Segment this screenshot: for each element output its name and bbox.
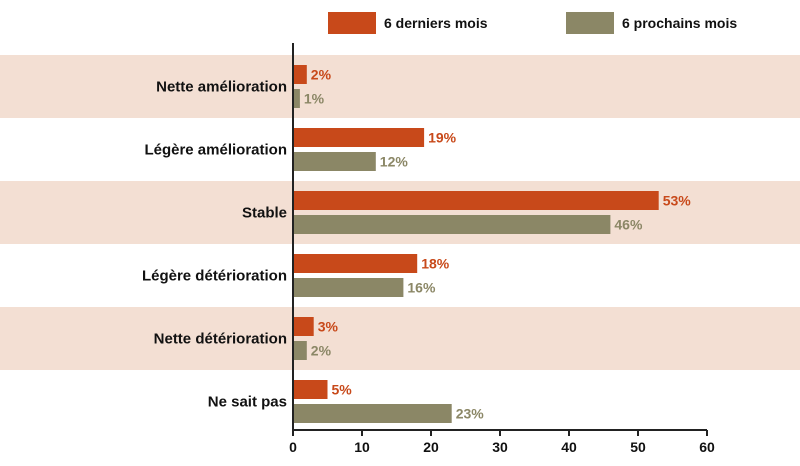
value-label-6-derniers-mois-stable: 53%	[663, 193, 692, 209]
category-label-ne-sait-pas: Ne sait pas	[208, 394, 287, 411]
value-label-6-derniers-mois-ne-sait-pas: 5%	[332, 382, 353, 398]
value-label-6-prochains-mois-legere-amelioration: 12%	[380, 154, 409, 170]
x-tick-label-10: 10	[354, 439, 370, 455]
row-band-stable	[0, 181, 800, 244]
category-label-nette-amelioration: Nette amélioration	[156, 79, 287, 96]
value-label-6-prochains-mois-nette-amelioration: 1%	[304, 91, 325, 107]
bars	[293, 65, 659, 423]
x-tick-label-20: 20	[423, 439, 439, 455]
x-tick-label-60: 60	[699, 439, 715, 455]
legend-swatch-6-prochains-mois	[566, 12, 614, 34]
value-label-6-derniers-mois-nette-amelioration: 2%	[311, 67, 332, 83]
legend-label-6-prochains-mois: 6 prochains mois	[622, 15, 737, 31]
bar-6-derniers-mois-legere-amelioration	[293, 128, 425, 147]
axes: 0 10 20 30 40 50 60	[289, 43, 715, 455]
value-label-6-prochains-mois-legere-deterioration: 16%	[407, 280, 436, 296]
legend-swatch-6-derniers-mois	[328, 12, 376, 34]
value-label-6-prochains-mois-stable: 46%	[614, 217, 643, 233]
bar-6-prochains-mois-stable	[293, 215, 611, 234]
x-tick-label-0: 0	[289, 439, 297, 455]
category-labels: Nette amélioration Légère amélioration Sta…	[142, 79, 287, 411]
x-tick-label-30: 30	[492, 439, 508, 455]
bar-6-prochains-mois-legere-deterioration	[293, 278, 404, 297]
bar-6-derniers-mois-stable	[293, 191, 659, 210]
bar-6-prochains-mois-ne-sait-pas	[293, 404, 452, 423]
row-bands	[0, 55, 800, 370]
category-label-stable: Stable	[242, 205, 287, 222]
value-label-6-prochains-mois-ne-sait-pas: 23%	[456, 406, 485, 422]
bar-6-prochains-mois-nette-deterioration	[293, 341, 307, 360]
bar-6-derniers-mois-ne-sait-pas	[293, 380, 328, 399]
x-tick-label-50: 50	[630, 439, 646, 455]
bar-6-derniers-mois-legere-deterioration	[293, 254, 418, 273]
category-label-nette-deterioration: Nette détérioration	[154, 331, 287, 348]
row-band-nette-amelioration	[0, 55, 800, 118]
x-tick-label-40: 40	[561, 439, 577, 455]
bar-6-prochains-mois-nette-amelioration	[293, 89, 300, 108]
bar-6-derniers-mois-nette-deterioration	[293, 317, 314, 336]
value-labels: 2% 1% 19% 12% 53% 46% 18% 16% 3% 2% 5% 23%	[304, 67, 691, 422]
bar-6-derniers-mois-nette-amelioration	[293, 65, 307, 84]
value-label-6-derniers-mois-legere-deterioration: 18%	[421, 256, 450, 272]
bar-6-prochains-mois-legere-amelioration	[293, 152, 376, 171]
legend: 6 derniers mois 6 prochains mois	[328, 12, 737, 34]
legend-label-6-derniers-mois: 6 derniers mois	[384, 15, 488, 31]
value-label-6-derniers-mois-nette-deterioration: 3%	[318, 319, 339, 335]
category-label-legere-amelioration: Légère amélioration	[144, 142, 287, 159]
value-label-6-prochains-mois-nette-deterioration: 2%	[311, 343, 332, 359]
value-label-6-derniers-mois-legere-amelioration: 19%	[428, 130, 457, 146]
row-band-nette-deterioration	[0, 307, 800, 370]
category-label-legere-deterioration: Légère détérioration	[142, 268, 287, 285]
